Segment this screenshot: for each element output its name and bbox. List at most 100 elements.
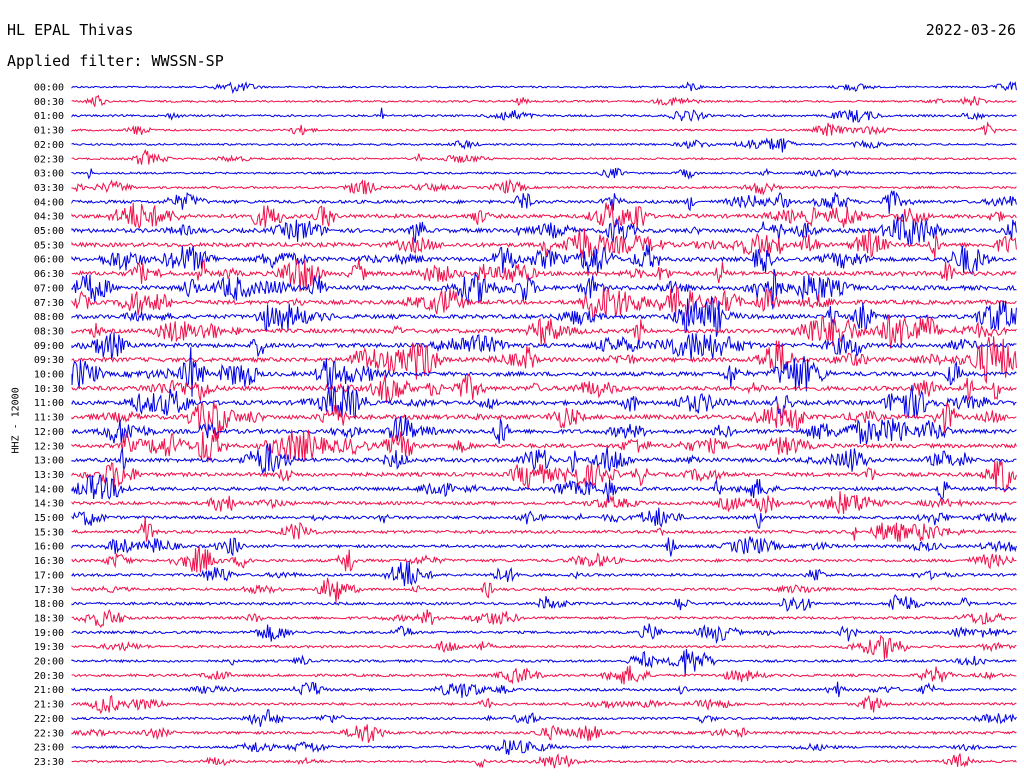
trace-time-label: 01:00 xyxy=(34,111,64,122)
seismic-trace xyxy=(71,332,1017,361)
seismic-trace xyxy=(71,228,1017,259)
trace-time-label: 21:30 xyxy=(34,700,64,711)
trace-time-label: 00:30 xyxy=(34,97,64,108)
trace-time-label: 07:00 xyxy=(34,283,64,294)
filter-label: Applied filter: WWSSN-SP xyxy=(7,52,224,70)
seismic-trace xyxy=(71,121,1017,137)
trace-time-label: 11:30 xyxy=(34,413,64,424)
trace-time-label: 05:00 xyxy=(34,226,64,237)
seismic-trace xyxy=(71,753,1017,769)
trace-time-label: 10:30 xyxy=(34,384,64,395)
seismic-trace xyxy=(71,178,1017,196)
trace-time-label: 09:30 xyxy=(34,355,64,366)
station-title: HL EPAL Thivas xyxy=(7,21,134,39)
seismic-trace xyxy=(71,665,1017,685)
seismic-trace xyxy=(71,258,1017,292)
seismic-trace xyxy=(71,373,1017,404)
trace-time-label: 16:00 xyxy=(34,542,64,553)
seismic-trace xyxy=(71,709,1017,727)
seismic-trace xyxy=(71,80,1017,95)
trace-time-label: 04:00 xyxy=(34,197,64,208)
trace-time-label: 22:00 xyxy=(34,714,64,725)
trace-time-label: 03:30 xyxy=(34,183,64,194)
trace-time-label: 23:30 xyxy=(34,757,64,768)
seismic-trace xyxy=(71,213,1017,246)
trace-time-label: 17:00 xyxy=(34,570,64,581)
seismic-trace xyxy=(71,107,1017,123)
seismic-trace xyxy=(71,429,1017,463)
trace-time-label: 20:30 xyxy=(34,671,64,682)
trace-time-label: 04:30 xyxy=(34,212,64,223)
seismic-trace xyxy=(71,681,1017,699)
trace-time-label: 02:00 xyxy=(34,140,64,151)
trace-time-label: 12:30 xyxy=(34,441,64,452)
trace-time-label: 14:30 xyxy=(34,499,64,510)
trace-time-label: 16:30 xyxy=(34,556,64,567)
seismic-trace xyxy=(71,167,1017,180)
trace-time-label: 15:00 xyxy=(34,513,64,524)
seismic-trace xyxy=(71,336,1017,385)
trace-time-label: 13:30 xyxy=(34,470,64,481)
seismic-trace xyxy=(71,384,1017,420)
trace-time-label: 19:30 xyxy=(34,642,64,653)
trace-time-label: 21:00 xyxy=(34,685,64,696)
trace-time-label: 08:00 xyxy=(34,312,64,323)
trace-time-label: 15:30 xyxy=(34,527,64,538)
seismic-trace xyxy=(71,268,1017,310)
trace-time-label: 17:30 xyxy=(34,585,64,596)
seismic-trace xyxy=(71,347,1017,397)
seismic-trace xyxy=(71,148,1017,165)
trace-time-label: 14:00 xyxy=(34,484,64,495)
trace-time-label: 03:00 xyxy=(34,169,64,180)
trace-time-label: 19:00 xyxy=(34,628,64,639)
record-date: 2022-03-26 xyxy=(925,21,1016,39)
seismic-trace xyxy=(71,649,1017,677)
seismic-trace xyxy=(71,244,1017,276)
seismic-trace xyxy=(71,400,1017,439)
trace-time-label: 06:00 xyxy=(34,255,64,266)
trace-time-label: 10:00 xyxy=(34,370,64,381)
seismic-trace xyxy=(71,739,1017,755)
seismic-trace xyxy=(71,443,1017,474)
trace-time-label: 09:00 xyxy=(34,341,64,352)
seismic-trace xyxy=(71,623,1017,645)
seismic-trace xyxy=(71,202,1017,230)
trace-time-label: 06:30 xyxy=(34,269,64,280)
trace-time-label: 20:00 xyxy=(34,657,64,668)
trace-time-label: 18:00 xyxy=(34,599,64,610)
seismic-trace xyxy=(71,516,1017,542)
seismic-trace xyxy=(71,694,1017,715)
seismic-trace xyxy=(71,724,1017,743)
seismic-trace xyxy=(71,608,1017,628)
seismic-trace xyxy=(71,594,1017,612)
seismic-trace xyxy=(71,137,1017,153)
trace-time-label: 00:00 xyxy=(34,83,64,94)
trace-time-label: 23:00 xyxy=(34,743,64,754)
trace-time-label: 12:00 xyxy=(34,427,64,438)
trace-time-label: 13:00 xyxy=(34,456,64,467)
seismic-trace xyxy=(71,314,1017,349)
trace-time-label: 05:30 xyxy=(34,240,64,251)
trace-time-label: 22:30 xyxy=(34,728,64,739)
seismic-trace xyxy=(71,577,1017,603)
seismic-trace xyxy=(71,561,1017,587)
seismic-trace xyxy=(71,284,1017,318)
seismic-trace xyxy=(71,295,1017,337)
seismic-trace xyxy=(71,94,1017,107)
seismic-trace xyxy=(71,460,1017,493)
trace-time-label: 08:30 xyxy=(34,326,64,337)
trace-time-label: 11:00 xyxy=(34,398,64,409)
trace-time-label: 07:30 xyxy=(34,298,64,309)
seismic-trace xyxy=(71,546,1017,573)
seismic-trace xyxy=(71,190,1017,214)
seismic-trace xyxy=(71,507,1017,529)
seismic-trace xyxy=(71,414,1017,445)
trace-time-label: 02:30 xyxy=(34,154,64,165)
trace-time-label: 01:30 xyxy=(34,126,64,137)
trace-time-label: 18:30 xyxy=(34,613,64,624)
seismic-trace xyxy=(71,536,1017,557)
seismic-trace xyxy=(71,474,1017,503)
seismic-trace xyxy=(71,634,1017,660)
seismic-trace xyxy=(71,491,1017,515)
